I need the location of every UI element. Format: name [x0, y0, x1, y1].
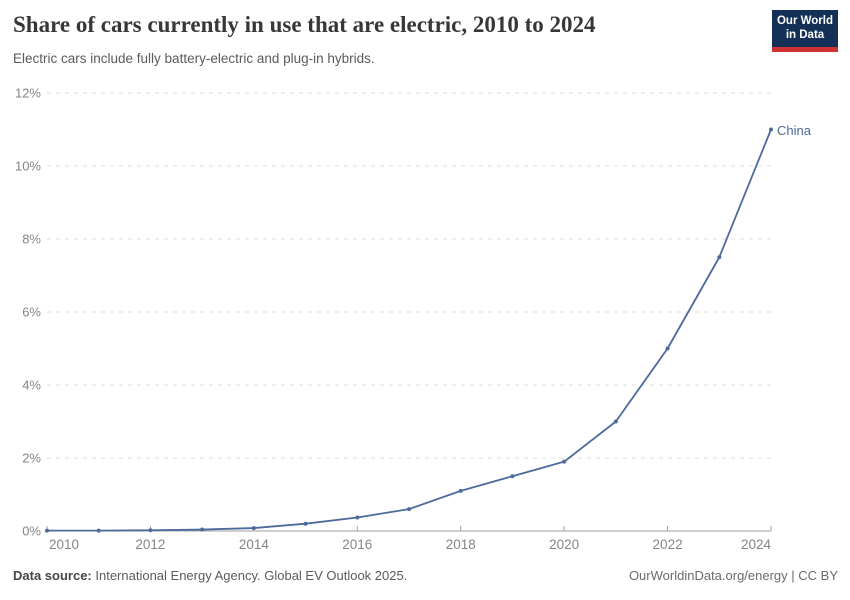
x-tick-label: 2012 — [135, 537, 165, 552]
data-point[interactable] — [510, 474, 515, 479]
data-point[interactable] — [200, 527, 205, 532]
series-line-china[interactable] — [46, 128, 772, 532]
x-tick-label: 2016 — [342, 537, 372, 552]
owid-logo[interactable]: Our World in Data — [772, 10, 838, 52]
data-point[interactable] — [458, 488, 463, 493]
x-tick-label: 2010 — [49, 537, 79, 552]
y-tick-label: 4% — [22, 378, 41, 393]
y-tick-label: 12% — [15, 86, 41, 101]
owid-logo-line2: in Data — [785, 28, 825, 41]
data-source-note: Data source: International Energy Agency… — [13, 568, 407, 583]
data-point[interactable] — [613, 419, 618, 424]
owid-logo-line1: Our World — [776, 15, 833, 27]
y-tick-label: 6% — [22, 305, 41, 320]
data-point[interactable] — [355, 515, 360, 520]
page-title: Share of cars currently in use that are … — [13, 12, 596, 37]
data-point[interactable] — [148, 528, 153, 533]
x-tick-label: 2024 — [741, 537, 772, 552]
y-tick-label: 0% — [22, 524, 41, 539]
data-point[interactable] — [665, 346, 670, 351]
data-point[interactable] — [769, 127, 773, 132]
series-end-label: China — [777, 123, 812, 138]
data-point[interactable] — [303, 521, 308, 526]
x-tick-label: 2022 — [653, 537, 683, 552]
x-tick-label: 2020 — [549, 537, 579, 552]
data-source-text: International Energy Agency. Global EV O… — [91, 568, 408, 583]
data-point[interactable] — [562, 459, 567, 464]
y-tick-label: 8% — [22, 232, 41, 247]
data-point[interactable] — [45, 528, 49, 533]
data-point[interactable] — [407, 507, 411, 512]
data-point[interactable] — [251, 526, 256, 531]
data-point[interactable] — [717, 255, 722, 260]
y-tick-label: 10% — [15, 159, 41, 174]
owid-url-license[interactable]: OurWorldinData.org/energy | CC BY — [628, 568, 838, 583]
y-tick-label: 2% — [22, 451, 41, 466]
page-subtitle: Electric cars include fully battery-elec… — [13, 51, 375, 66]
data-source-label: Data source: — [13, 568, 92, 583]
x-tick-label: 2018 — [446, 537, 476, 552]
data-point[interactable] — [96, 528, 101, 533]
x-tick-label: 2014 — [239, 537, 270, 552]
